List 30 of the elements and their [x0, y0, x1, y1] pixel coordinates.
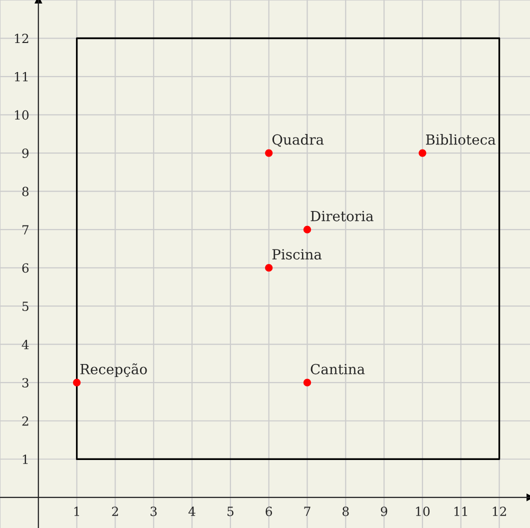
y-tick-label: 1	[22, 454, 28, 464]
y-tick-label: 10	[14, 110, 29, 120]
y-tick-label: 9	[22, 148, 29, 158]
x-tick-label: 4	[188, 506, 196, 516]
annotation: Recepção	[80, 363, 147, 378]
annotation: Biblioteca	[426, 134, 496, 145]
y-tick-label: 12	[14, 34, 28, 44]
x-tick-label: 2	[112, 506, 118, 516]
x-tick-label: 12	[492, 506, 506, 516]
y-tick-label: 8	[22, 186, 29, 196]
annotation: Quadra	[272, 134, 324, 147]
y-tick-label: 11	[14, 72, 28, 82]
annotation: Diretoria	[310, 210, 374, 222]
y-tick-label: 4	[22, 340, 29, 350]
y-tick-label: 7	[22, 225, 28, 234]
annotation: Piscina	[272, 249, 322, 260]
x-tick-label: 8	[342, 506, 349, 516]
y-tick-label: 3	[22, 378, 28, 388]
y-tick-label: 2	[22, 416, 28, 426]
y-tick-label: 6	[22, 263, 29, 273]
x-tick-label: 10	[416, 506, 430, 516]
x-tick-label: 6	[266, 506, 272, 516]
x-tick-label: 11	[454, 506, 468, 516]
x-tick-label: 3	[150, 506, 157, 516]
x-tick-label: 7	[304, 506, 310, 516]
annotation: Cantina	[310, 364, 365, 374]
y-tick-label: 5	[22, 302, 28, 312]
x-tick-label: 9	[380, 506, 388, 516]
x-tick-label: 5	[228, 506, 234, 516]
x-tick-label: 1	[74, 506, 80, 516]
